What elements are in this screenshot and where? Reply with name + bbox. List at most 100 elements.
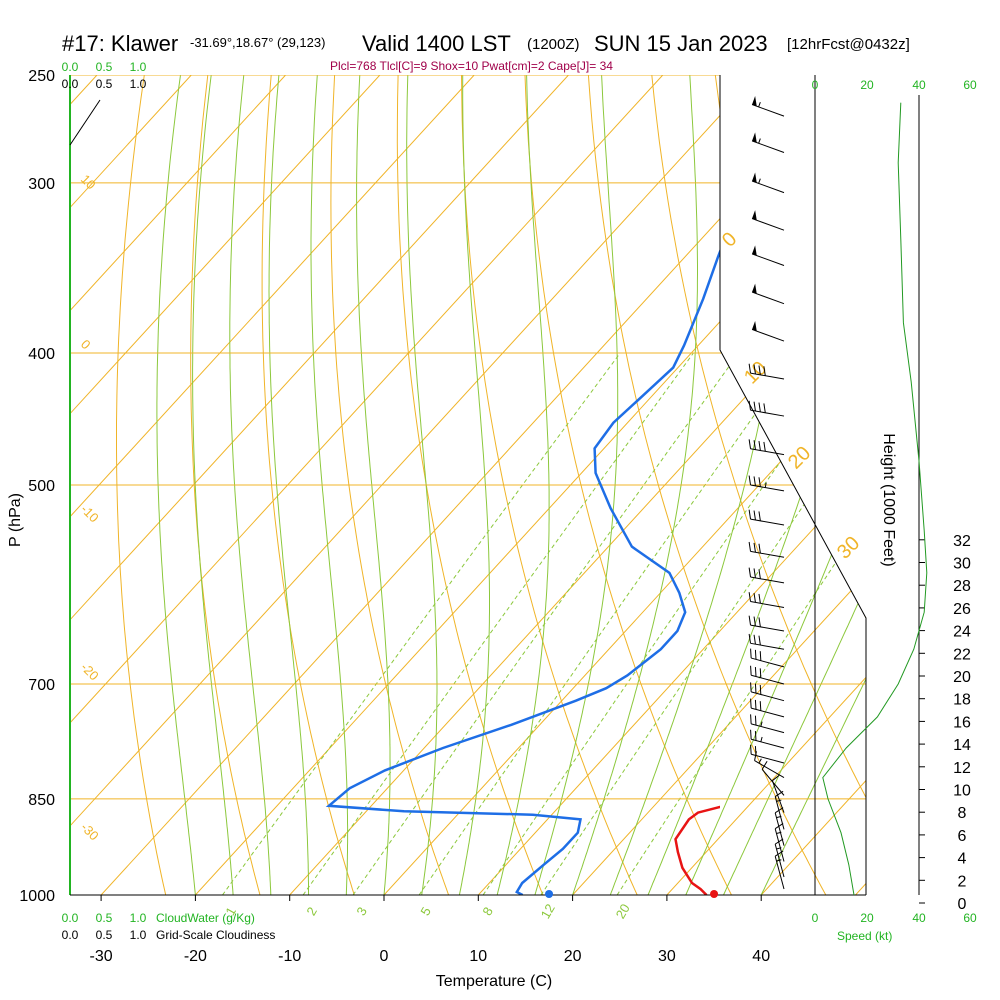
moist-adiabat [760,75,866,895]
mixing-ratio-label: 5 [417,904,434,918]
moist-adiabat [406,75,438,895]
isotherm-label: -20 [78,660,102,684]
moist-adiabat [356,75,391,895]
isotherm [855,75,866,895]
cloudiness-tick-top: 0.0 [62,77,79,91]
wind-barb [748,439,785,456]
speed-label: Speed (kt) [837,929,892,943]
cloudwater-tick-bottom: 1.0 [130,911,147,925]
right-isotherm-label: 20 [784,442,815,473]
cloudwater-tick-top: 1.0 [130,60,147,74]
dry-adiabat [969,75,1000,895]
temp-tick-label: 20 [564,948,582,965]
height-tick-label: 2 [958,873,967,890]
wind-barb [750,698,785,718]
mixing-ratio-label: 20 [613,901,633,921]
right-isotherm-label: 30 [833,532,864,563]
wind-barb [748,592,785,608]
moist-adiabat [685,75,866,895]
height-tick-label: 4 [958,851,967,868]
dry-adiabat [330,75,450,895]
forecast-info: [12hrFcst@0432z] [787,36,910,53]
height-tick-label: 28 [953,578,971,595]
wind-barb [748,363,785,380]
isotherm [572,75,866,895]
isotherm [70,75,381,895]
moist-adiabat [156,75,196,895]
height-tick-label: 20 [953,669,971,686]
temp-tick-label: -10 [278,948,301,965]
height-tick-label: 14 [953,737,971,754]
cloudiness-tick-bottom: 0.0 [62,928,79,942]
dry-adiabat [116,75,167,895]
wind-barb [750,665,785,685]
valid-date: SUN 15 Jan 2023 [594,31,768,56]
mixing-ratio-line [540,352,866,895]
wind-barb [751,96,785,117]
cloudiness-tick-bottom: 0.5 [96,928,113,942]
cloudwater-tick-bottom: 0.5 [96,911,113,925]
temperature-line [674,805,720,895]
mixing-ratio-line [616,352,866,895]
dry-adiabat [651,75,866,895]
diagram-right-edge [719,75,867,895]
pressure-tick-label: 700 [28,677,55,694]
moist-adiabat [229,75,272,895]
zulu-time: (1200Z) [527,36,580,53]
height-tick-label: 26 [953,601,971,618]
temp-tick-label: 40 [752,948,770,965]
wind-barbs [748,96,928,896]
right-isotherm-label: 0 [718,228,741,251]
cloudiness-tick-bottom: 1.0 [130,928,147,942]
height-tick-label: 30 [953,556,971,573]
temp-tick-label: -30 [90,948,113,965]
height-tick-label: 18 [953,692,971,709]
wind-barb [751,132,785,153]
moist-adiabat [268,75,310,895]
temp-axis-label: Temperature (C) [436,973,552,990]
speed-tick-top: 20 [860,78,874,92]
station-title: #17: Klawer [62,31,178,56]
temp-tick-label: 10 [469,948,487,965]
temp-tick-label: 30 [658,948,676,965]
dry-adiabat [587,75,827,895]
moist-adiabat [458,75,490,895]
moist-adiabat [723,75,866,895]
pressure-tick-label: 300 [28,176,55,193]
wind-barb [751,245,785,266]
wind-barb [751,172,785,194]
valid-time: Valid 1400 LST [362,31,511,56]
wind-barb [748,615,785,632]
wind-barb [774,823,785,862]
height-tick-label: 24 [953,624,971,641]
isotherm-label: 0 [78,337,94,353]
isotherm [666,75,866,895]
speed-tick-top: 0 [812,78,819,92]
isotherm [70,75,286,895]
speed-tick-top: 60 [963,78,977,92]
wind-barb [751,210,785,231]
wind-barb [748,509,785,526]
pressure-tick-label: 500 [28,478,55,495]
moist-adiabat [192,75,234,895]
wind-barb [774,850,785,890]
mixing-ratio-label: 3 [353,904,370,918]
station-coords: -31.69°,18.67° (29,123) [190,35,325,50]
wind-barb [750,682,785,702]
height-tick-label: 10 [953,783,971,800]
cloudiness-label: Grid-Scale Cloudiness [156,928,275,942]
wind-barb [750,714,785,734]
dry-adiabat [396,75,544,895]
moist-adiabat [496,75,550,895]
cloud-water-trace [69,99,101,146]
height-tick-label: 22 [953,646,971,663]
background-grid [70,75,1000,895]
speed-tick-bottom: 40 [912,911,926,925]
isotherm-label: 10 [78,172,99,193]
height-tick-label: 16 [953,714,971,731]
mixing-ratio-label: 2 [303,904,320,918]
cloudwater-tick-top: 0.5 [96,60,113,74]
wind-speed-profile [822,102,928,896]
